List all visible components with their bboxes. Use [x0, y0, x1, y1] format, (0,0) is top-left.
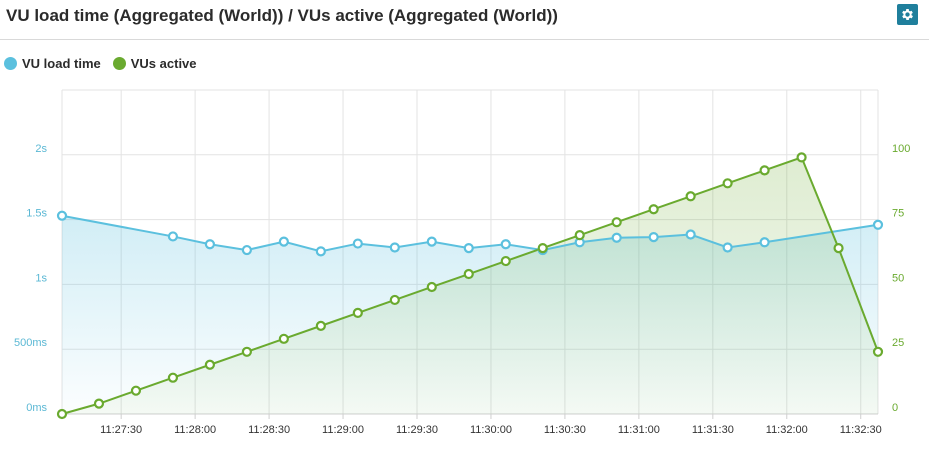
data-point-vus-active[interactable] — [130, 385, 142, 396]
data-point-vu-load-time[interactable] — [648, 231, 659, 243]
data-point-vus-active[interactable] — [872, 346, 884, 357]
y-right-tick-label: 75 — [892, 208, 904, 220]
data-point-vus-active[interactable] — [500, 255, 511, 267]
y-left-tick-label: 1s — [35, 272, 47, 284]
data-point-vus-active[interactable] — [574, 230, 585, 241]
data-point-vus-active[interactable] — [167, 372, 179, 383]
y-left-tick-label: 0ms — [26, 402, 47, 414]
x-tick-label: 11:31:30 — [692, 424, 734, 436]
data-point-vu-load-time[interactable] — [389, 242, 400, 253]
y-right-tick-label: 50 — [892, 272, 904, 284]
data-point-vu-load-time[interactable] — [722, 242, 733, 253]
x-tick-label: 11:32:30 — [840, 424, 882, 436]
y-right-tick-label: 0 — [892, 402, 898, 414]
x-tick-label: 11:28:30 — [248, 424, 290, 436]
data-point-vus-active[interactable] — [56, 408, 68, 420]
data-point-vus-active[interactable] — [722, 178, 733, 189]
x-tick-label: 11:28:00 — [174, 424, 216, 436]
data-point-vus-active[interactable] — [648, 204, 659, 215]
data-point-vus-active[interactable] — [241, 346, 252, 357]
data-point-vu-load-time[interactable] — [352, 238, 363, 249]
x-tick-label: 11:29:30 — [396, 424, 438, 436]
legend-swatch-vus-active — [112, 56, 126, 70]
data-point-vus-active[interactable] — [759, 165, 770, 176]
legend-item-vus-active[interactable]: VUs active — [112, 55, 197, 71]
data-point-vus-active[interactable] — [352, 307, 363, 319]
legend-label-vu-load-time: VU load time — [22, 55, 101, 71]
data-point-vus-active[interactable] — [833, 243, 844, 254]
x-tick-label: 11:29:00 — [322, 424, 364, 436]
data-point-vus-active[interactable] — [796, 152, 807, 163]
data-point-vu-load-time[interactable] — [278, 236, 289, 247]
data-point-vu-load-time[interactable] — [872, 219, 884, 230]
legend-item-vu-load-time[interactable]: VU load time — [4, 56, 101, 71]
y-left-tick-label: 1.5s — [26, 208, 47, 220]
series-area-vus-active — [62, 157, 878, 414]
data-point-vu-load-time[interactable] — [204, 239, 216, 250]
data-point-vu-load-time[interactable] — [315, 246, 326, 257]
gear-icon — [902, 9, 913, 20]
chart-title: VU load time (Aggregated (World)) / VUs … — [6, 6, 558, 25]
data-point-vu-load-time[interactable] — [56, 210, 68, 221]
data-point-vus-active[interactable] — [463, 268, 474, 280]
data-point-vus-active[interactable] — [426, 281, 437, 293]
data-point-vus-active[interactable] — [685, 191, 696, 202]
data-point-vus-active[interactable] — [315, 320, 326, 331]
chart-legend: VU load time VUs active — [4, 54, 209, 72]
x-tick-label: 11:31:00 — [618, 424, 660, 436]
data-point-vu-load-time[interactable] — [241, 244, 252, 256]
y-left-tick-label: 2s — [35, 143, 47, 155]
x-tick-label: 11:32:00 — [766, 424, 808, 436]
data-point-vu-load-time[interactable] — [611, 232, 622, 243]
legend-swatch-vu-load-time — [4, 56, 17, 70]
data-point-vus-active[interactable] — [278, 333, 289, 344]
data-point-vus-active[interactable] — [611, 217, 622, 228]
data-point-vu-load-time[interactable] — [685, 229, 696, 240]
chart-header: VU load time (Aggregated (World)) / VUs … — [0, 0, 929, 40]
settings-button[interactable] — [897, 4, 918, 25]
x-tick-label: 11:27:30 — [100, 424, 142, 436]
data-point-vus-active[interactable] — [537, 243, 548, 254]
data-point-vu-load-time[interactable] — [463, 243, 474, 254]
data-point-vu-load-time[interactable] — [500, 239, 511, 250]
data-point-vu-load-time[interactable] — [426, 236, 437, 247]
y-left-tick-label: 500ms — [14, 337, 48, 349]
x-tick-label: 11:30:00 — [470, 424, 512, 436]
data-point-vus-active[interactable] — [204, 359, 216, 370]
x-tick-label: 11:30:30 — [544, 424, 586, 436]
y-right-tick-label: 25 — [892, 337, 904, 349]
data-point-vu-load-time[interactable] — [167, 231, 179, 242]
y-right-tick-label: 100 — [892, 143, 910, 155]
data-point-vus-active[interactable] — [389, 294, 400, 306]
legend-label-vus-active: VUs active — [130, 55, 197, 71]
data-point-vus-active[interactable] — [93, 398, 105, 409]
data-point-vu-load-time[interactable] — [759, 237, 770, 248]
